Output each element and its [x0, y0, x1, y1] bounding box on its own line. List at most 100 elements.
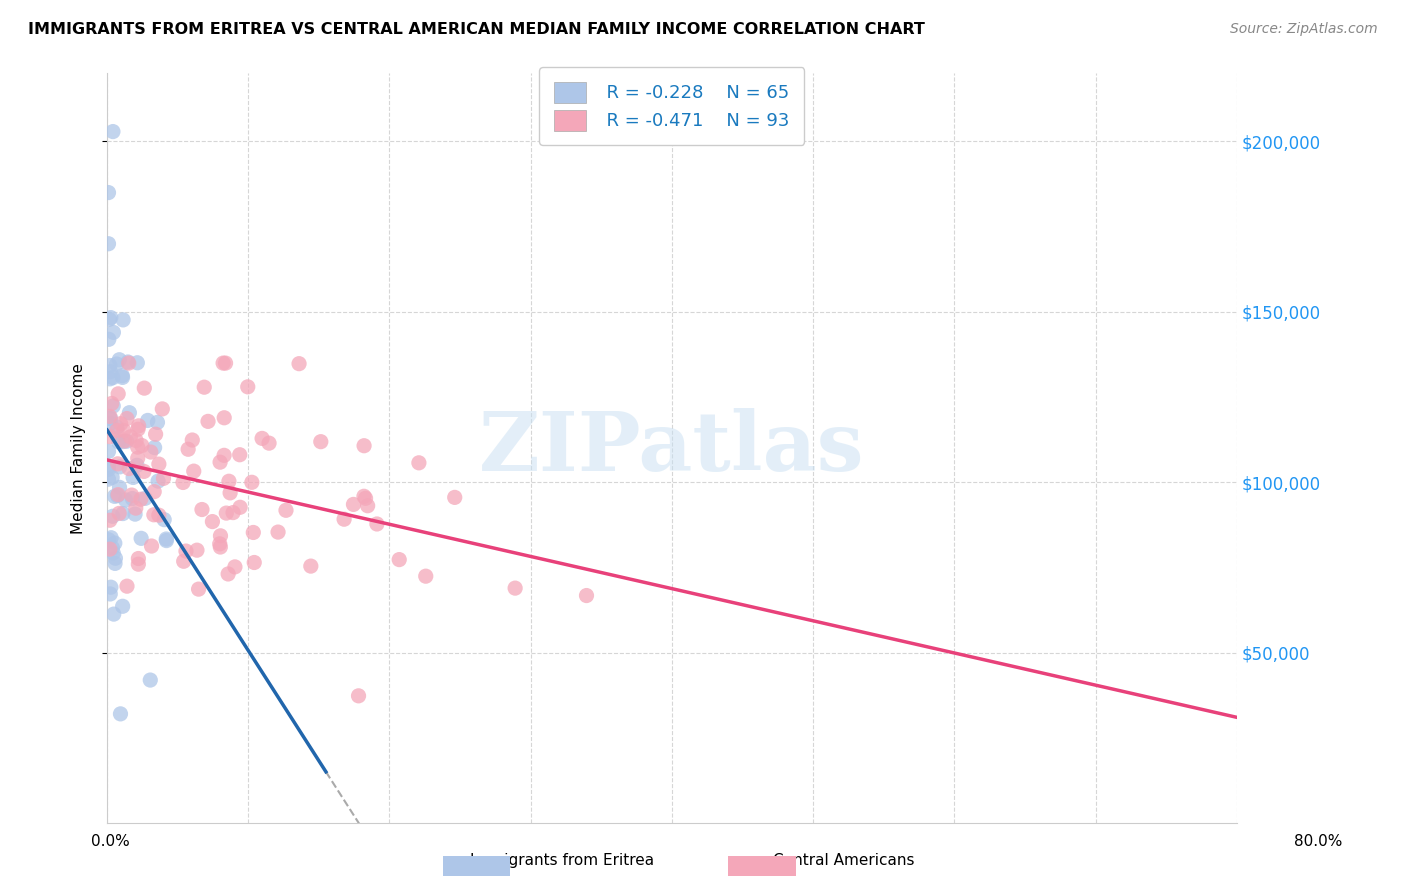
Point — [155, 533, 177, 548]
Point — [98, 372, 121, 386]
Point — [108, 459, 131, 474]
Point — [98, 513, 121, 527]
Point — [107, 488, 129, 502]
Point — [97, 459, 120, 474]
Point — [172, 475, 194, 490]
Point — [101, 125, 124, 139]
Point — [186, 543, 208, 558]
Point — [219, 486, 242, 500]
Point — [353, 489, 375, 503]
Point — [150, 401, 173, 416]
Point — [97, 462, 120, 476]
Point — [98, 587, 121, 601]
Point — [103, 546, 125, 560]
Point — [240, 475, 263, 490]
Point — [98, 542, 121, 557]
Point — [333, 512, 356, 526]
Point — [111, 507, 134, 521]
Point — [117, 355, 139, 369]
Point — [191, 502, 214, 516]
Point — [111, 370, 134, 384]
Point — [118, 406, 141, 420]
Point — [215, 506, 238, 520]
Point — [103, 489, 125, 503]
Point — [222, 506, 245, 520]
Point — [288, 357, 311, 371]
Point — [121, 488, 143, 502]
Point — [131, 439, 153, 453]
Point — [243, 556, 266, 570]
Point — [197, 414, 219, 428]
Point — [97, 236, 120, 251]
Point — [98, 312, 121, 326]
Point — [212, 410, 235, 425]
Point — [299, 559, 322, 574]
Point — [408, 456, 430, 470]
Point — [114, 492, 136, 507]
Point — [108, 352, 131, 367]
Point — [139, 673, 162, 687]
Point — [97, 472, 120, 486]
Text: Central Americans: Central Americans — [773, 854, 914, 868]
Point — [127, 422, 149, 436]
Point — [146, 416, 169, 430]
Point — [134, 381, 156, 395]
Point — [100, 310, 122, 325]
Point — [177, 442, 200, 457]
Point — [146, 474, 169, 488]
Point — [267, 525, 290, 540]
Point — [124, 507, 146, 521]
Point — [111, 599, 134, 614]
Point — [347, 689, 370, 703]
Point — [98, 429, 121, 443]
Point — [229, 500, 252, 515]
Point — [250, 431, 273, 445]
Point — [125, 458, 148, 473]
Point — [103, 326, 125, 340]
Point — [309, 434, 332, 449]
Point — [127, 451, 149, 466]
Point — [218, 475, 240, 489]
Point — [181, 433, 204, 447]
Point — [108, 480, 131, 494]
Point — [415, 569, 437, 583]
Text: Immigrants from Eritrea: Immigrants from Eritrea — [471, 854, 654, 868]
Point — [129, 532, 152, 546]
Point — [139, 445, 162, 459]
Point — [127, 551, 149, 566]
Point — [101, 370, 124, 384]
Point — [236, 380, 259, 394]
Point — [228, 448, 250, 462]
Point — [110, 417, 132, 431]
Point — [143, 441, 166, 455]
Point — [105, 489, 128, 503]
Point — [132, 464, 155, 478]
Point — [115, 434, 138, 449]
Point — [356, 499, 378, 513]
Point — [217, 566, 239, 581]
Point — [127, 440, 149, 454]
Point — [201, 515, 224, 529]
Point — [100, 396, 122, 410]
Point — [111, 368, 134, 383]
Point — [242, 525, 264, 540]
Point — [125, 434, 148, 448]
Point — [107, 457, 129, 471]
Point — [152, 471, 174, 485]
Point — [101, 470, 124, 484]
Point — [212, 356, 235, 370]
Point — [112, 424, 135, 438]
Point — [100, 416, 122, 430]
Point — [503, 581, 526, 595]
Text: IMMIGRANTS FROM ERITREA VS CENTRAL AMERICAN MEDIAN FAMILY INCOME CORRELATION CHA: IMMIGRANTS FROM ERITREA VS CENTRAL AMERI… — [28, 22, 925, 37]
Point — [134, 491, 156, 506]
Point — [115, 411, 138, 425]
Point — [100, 580, 122, 594]
Legend:   R = -0.228    N = 65,   R = -0.471    N = 93: R = -0.228 N = 65, R = -0.471 N = 93 — [540, 67, 804, 145]
Point — [121, 491, 143, 506]
Point — [100, 531, 122, 545]
Point — [143, 484, 166, 499]
Point — [224, 560, 246, 574]
Point — [104, 557, 127, 571]
Point — [212, 448, 235, 462]
